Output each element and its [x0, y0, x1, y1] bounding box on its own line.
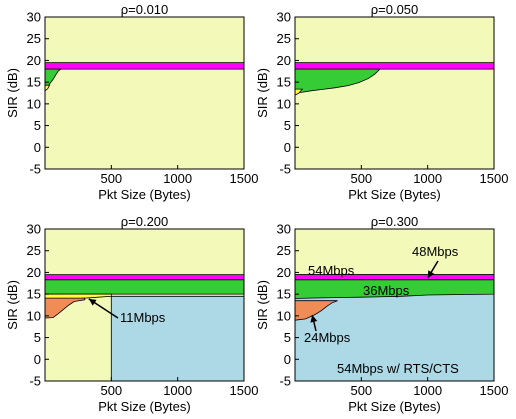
- axes-frame: [44, 16, 245, 170]
- x-tick-label: 1500: [230, 383, 259, 398]
- x-axis-label: Pkt Size (Bytes): [348, 187, 440, 202]
- y-tick-label: 5: [34, 118, 41, 133]
- chart-panel-4: -5 0 5 10 15 20 25 30 500 1000 1500 ρ=0.300 Pkt Size…: [255, 214, 508, 414]
- x-axis-label: Pkt Size (Bytes): [98, 187, 190, 202]
- plot-background: [295, 17, 494, 169]
- y-tick-label: 0: [34, 352, 41, 367]
- y-tick-label: 0: [284, 352, 291, 367]
- region-2: [44, 68, 63, 93]
- y-tick-label: -5: [279, 162, 291, 177]
- x-tick-label: 500: [100, 171, 122, 186]
- x-tick-label: 500: [350, 383, 372, 398]
- region-1: [294, 62, 495, 70]
- annotation-label: 48Mbps: [412, 244, 459, 259]
- region-3: [294, 279, 495, 299]
- y-tick-label: 20: [27, 53, 41, 68]
- region-2: [294, 68, 381, 94]
- x-tick-label: 1500: [480, 171, 509, 186]
- y-tick-label: 30: [277, 10, 291, 25]
- y-tick-label: 10: [277, 96, 291, 111]
- x-tick-label: 1000: [413, 383, 442, 398]
- x-tick-label: 1000: [163, 383, 192, 398]
- chart-title: ρ=0.300: [371, 214, 419, 229]
- y-tick-label: 30: [277, 222, 291, 237]
- y-axis-label: SIR (dB): [5, 280, 20, 330]
- region-2: [44, 274, 245, 281]
- y-tick-label: 25: [27, 31, 41, 46]
- x-tick-label: 1500: [480, 383, 509, 398]
- axes-frame: [294, 16, 495, 170]
- chart-panel-3: -5 0 5 10 15 20 25 30 500 1000 1500 ρ=0.200 Pkt Size…: [5, 214, 258, 414]
- y-tick-label: 20: [277, 265, 291, 280]
- x-axis-label: Pkt Size (Bytes): [348, 399, 440, 414]
- y-tick-label: 15: [277, 75, 291, 90]
- x-tick-label: 500: [350, 171, 372, 186]
- y-tick-label: -5: [29, 374, 41, 389]
- y-tick-label: 0: [34, 140, 41, 155]
- region-3: [44, 279, 245, 295]
- chart-title: ρ=0.010: [121, 2, 169, 17]
- x-tick-label: 1500: [230, 171, 259, 186]
- x-tick-label: 1000: [163, 171, 192, 186]
- annotation-label: 54Mbps: [308, 263, 355, 278]
- y-tick-label: 15: [277, 287, 291, 302]
- y-tick-label: 25: [277, 243, 291, 258]
- region-4: [294, 300, 338, 321]
- y-axis-label: SIR (dB): [255, 280, 270, 330]
- y-tick-label: 15: [27, 75, 41, 90]
- axes-frame: [44, 228, 245, 382]
- y-tick-label: 5: [34, 330, 41, 345]
- chart-panel-2: -5 0 5 10 15 20 25 30 500 1000 1500 ρ=0.050 Pkt Size…: [255, 2, 508, 202]
- region-5: [44, 297, 86, 319]
- annotation-label: 36Mbps: [363, 283, 410, 298]
- y-tick-label: 10: [277, 308, 291, 323]
- y-axis-label: SIR (dB): [255, 68, 270, 118]
- axes-frame: [294, 228, 495, 382]
- y-tick-label: 5: [284, 118, 291, 133]
- annotation-arrowhead: [88, 298, 97, 306]
- annotation-label: 24Mbps: [304, 330, 351, 345]
- chart-title: ρ=0.200: [121, 214, 169, 229]
- y-tick-label: 30: [27, 10, 41, 25]
- chart-title: ρ=0.050: [371, 2, 419, 17]
- annotation-arrowhead: [310, 314, 318, 323]
- y-tick-label: 10: [27, 308, 41, 323]
- region-1: [44, 62, 245, 70]
- y-tick-label: 20: [277, 53, 291, 68]
- plot-background: [45, 17, 244, 169]
- x-axis-label: Pkt Size (Bytes): [98, 399, 190, 414]
- y-tick-label: 10: [27, 96, 41, 111]
- y-tick-label: 30: [27, 222, 41, 237]
- y-tick-label: 15: [27, 287, 41, 302]
- x-tick-label: 1000: [413, 171, 442, 186]
- region-1: [110, 295, 245, 382]
- y-tick-label: -5: [279, 374, 291, 389]
- annotation-label: 11Mbps: [120, 310, 166, 325]
- y-axis-label: SIR (dB): [5, 68, 20, 118]
- y-tick-label: 25: [277, 31, 291, 46]
- y-tick-label: 20: [27, 265, 41, 280]
- y-tick-label: 25: [27, 243, 41, 258]
- annotation-arrowhead: [427, 270, 435, 279]
- y-tick-label: 0: [284, 140, 291, 155]
- y-tick-label: -5: [29, 162, 41, 177]
- x-tick-label: 500: [100, 383, 122, 398]
- y-tick-label: 5: [284, 330, 291, 345]
- annotation-label: 54Mbps w/ RTS/CTS: [337, 361, 459, 376]
- chart-panel-1: -5 0 5 10 15 20 25 30 500 1000 1500 ρ=0.010 Pkt Size…: [5, 2, 258, 202]
